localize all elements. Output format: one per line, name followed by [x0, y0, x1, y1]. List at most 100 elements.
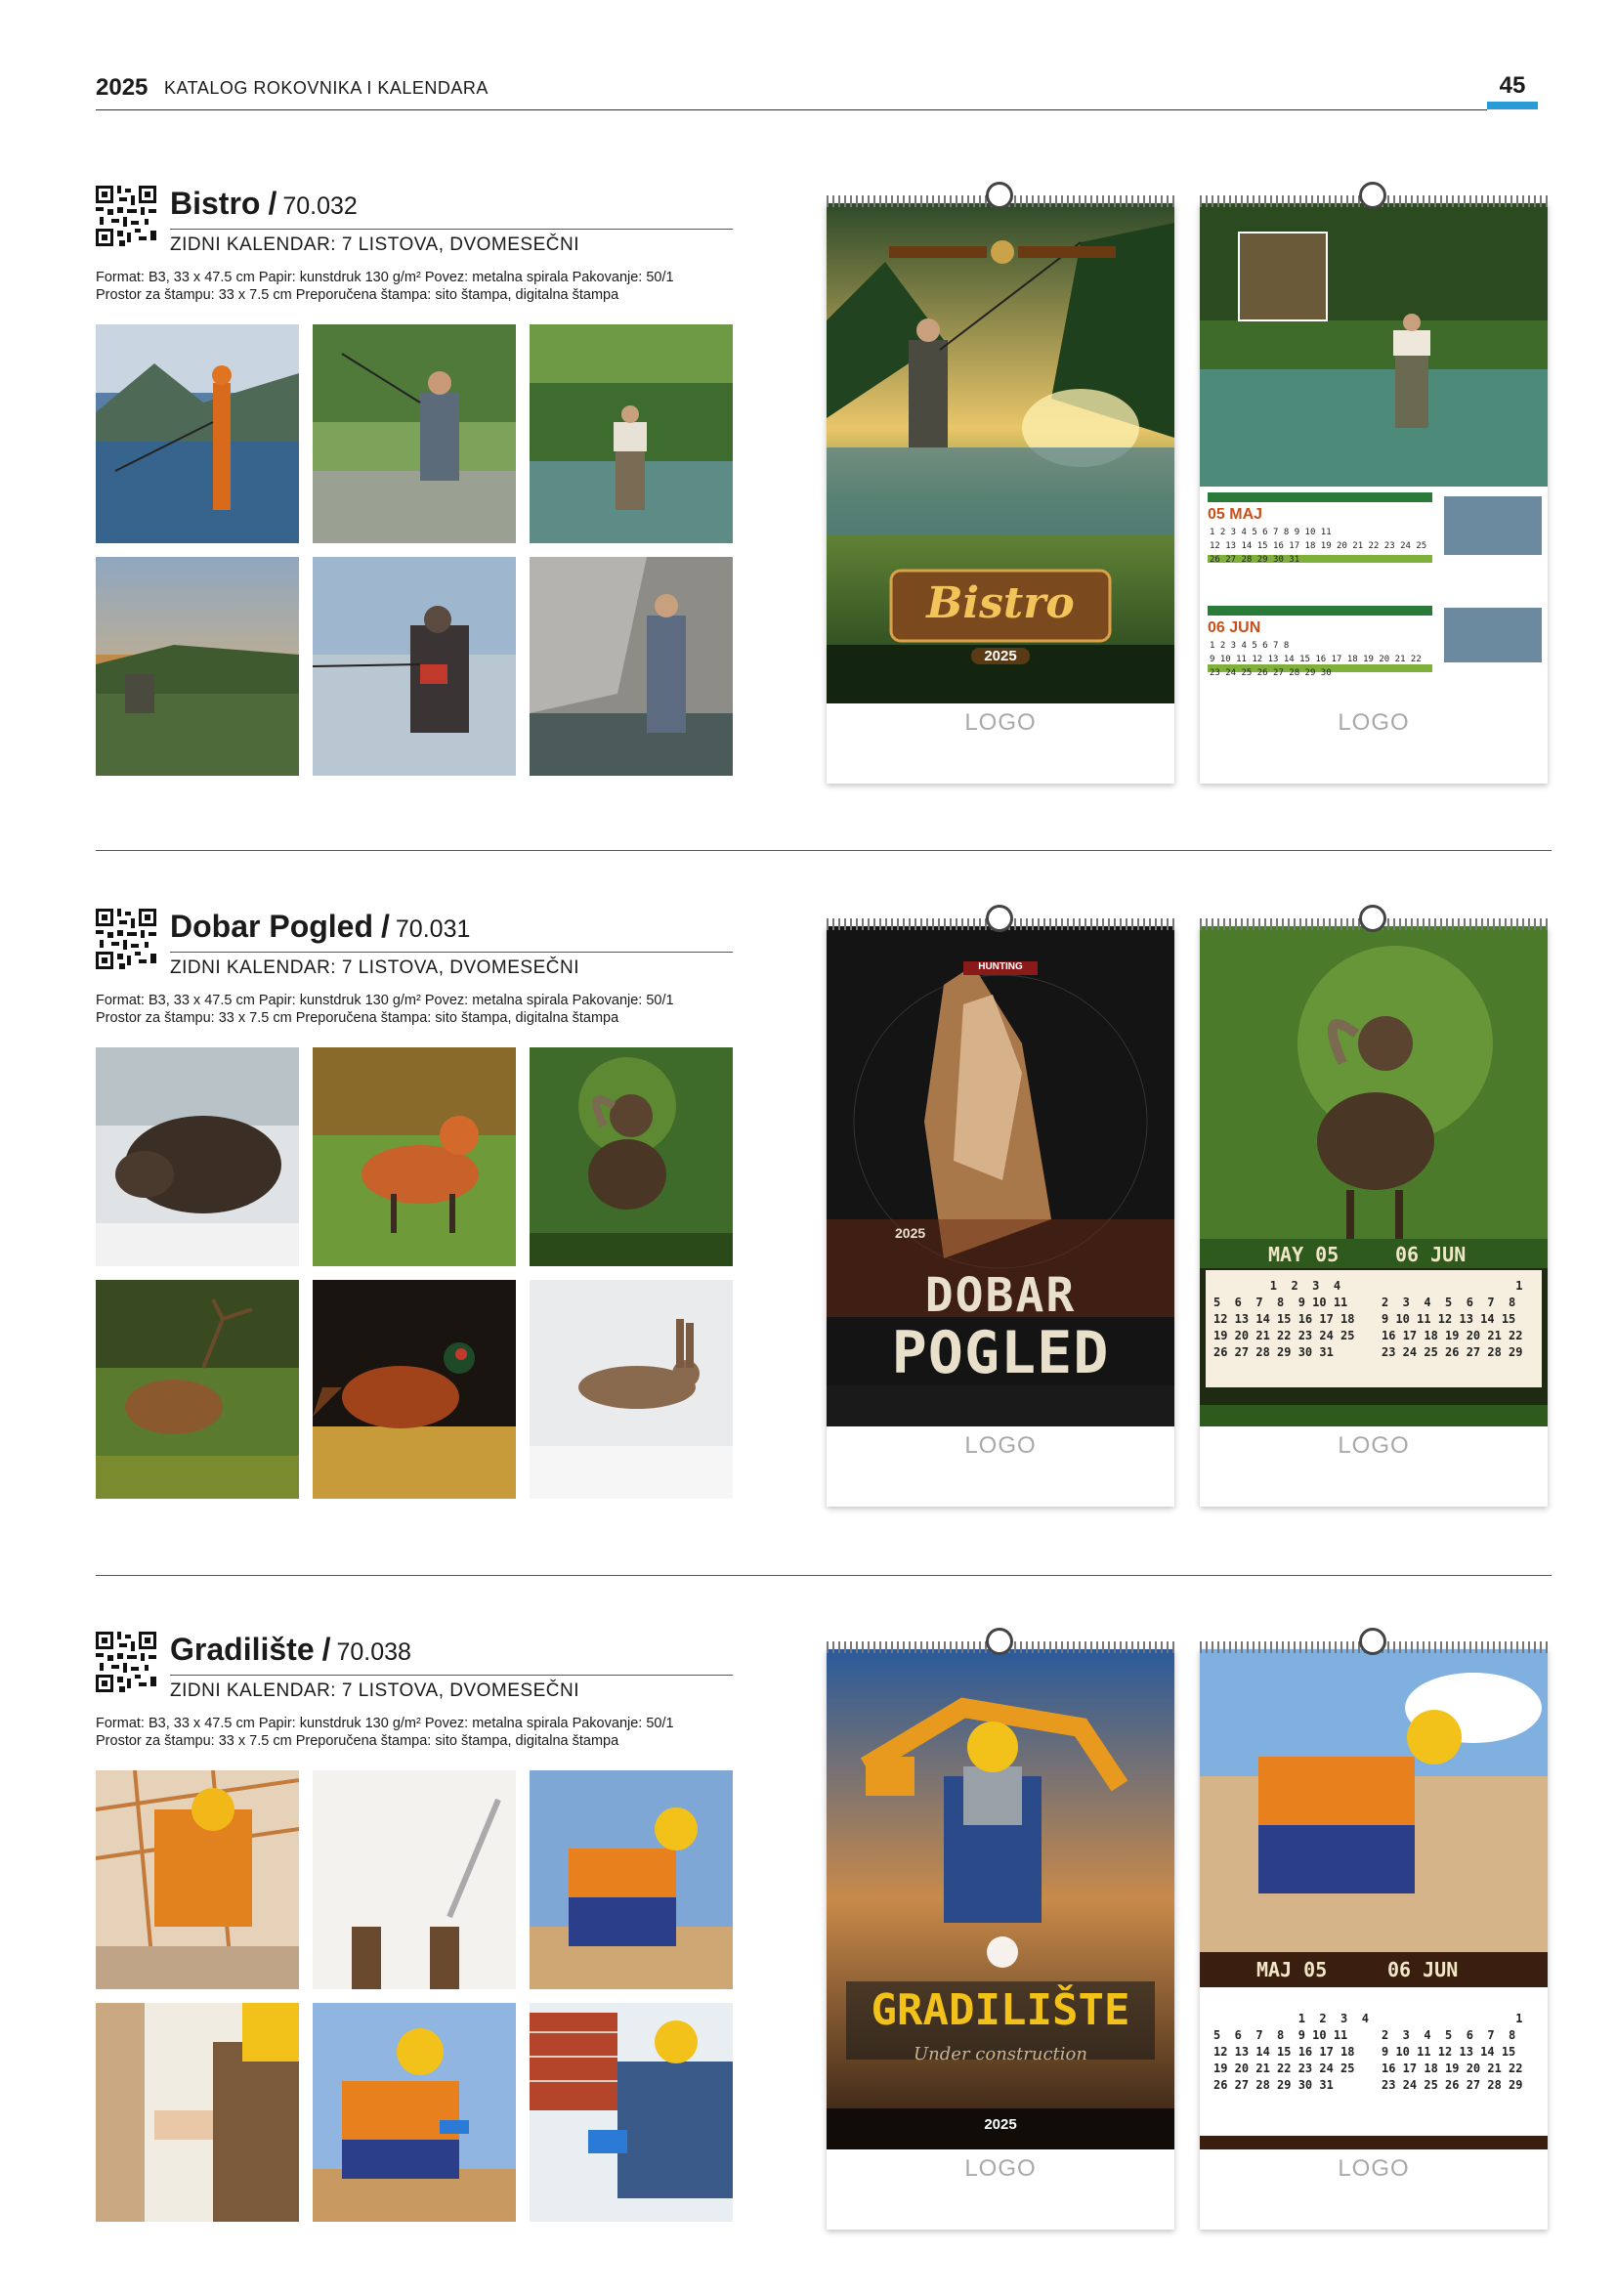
- product-gradiliste: Gradilište/70.038 ZIDNI KALENDAR: 7 LIST…: [0, 1628, 1616, 2296]
- month-label: 05 MAJ: [1208, 506, 1263, 523]
- product-title: Dobar Pogled/70.031: [170, 909, 470, 948]
- thumbnail-photo: [96, 324, 299, 543]
- logo-print-area: LOGO: [1338, 709, 1410, 736]
- thumbnail-photo: [313, 324, 516, 543]
- spec-line-1: Format: B3, 33 x 47.5 cm Papir: kunstdru…: [96, 1716, 674, 1731]
- header-title: KATALOG ROKOVNIKA I KALENDARA: [164, 78, 489, 98]
- logo-print-area: LOGO: [1338, 1432, 1410, 1459]
- title-slash: /: [268, 186, 277, 221]
- title-rule: [170, 952, 733, 953]
- page-number-accent: [1487, 102, 1538, 109]
- thumbnail-photo: [313, 1047, 516, 1266]
- thumbnail-photo: [313, 1770, 516, 1989]
- hanger-ring: [986, 182, 1013, 209]
- product-code: 70.038: [336, 1638, 411, 1666]
- qr-code[interactable]: [96, 909, 156, 969]
- section-divider: [96, 1575, 1552, 1576]
- thumbnail-photo: [530, 1770, 733, 1989]
- thumbnail-photo: [530, 1047, 733, 1266]
- product-code: 70.031: [395, 915, 471, 943]
- logo-print-area: LOGO: [964, 1432, 1037, 1459]
- thumbnail-photo: [96, 1280, 299, 1499]
- page-number: 45: [1499, 72, 1526, 99]
- qr-code[interactable]: [96, 186, 156, 246]
- cover-year: 2025: [984, 2116, 1017, 2133]
- thumbnail-photo: [530, 324, 733, 543]
- product-type: ZIDNI KALENDAR: 7 LISTOVA, DVOMESEČNI: [170, 1680, 580, 1701]
- month-label: 06 JUN: [1387, 1958, 1459, 1981]
- hanger-ring: [986, 905, 1013, 932]
- cover-top-label: HUNTING: [978, 961, 1023, 972]
- thumbnail-photo: [96, 557, 299, 776]
- product-title: Bistro/70.032: [170, 186, 358, 225]
- thumbnail-photo: [530, 557, 733, 776]
- spec-line-2: Prostor za štampu: 33 x 7.5 cm Preporuče…: [96, 1733, 619, 1749]
- header-year: 2025: [96, 74, 149, 101]
- spec-line-1: Format: B3, 33 x 47.5 cm Papir: kunstdru…: [96, 270, 674, 285]
- month-label: MAJ 05: [1256, 1958, 1328, 1981]
- calendar-cover-preview: Bistro 2025 LOGO: [827, 182, 1174, 784]
- cover-year: 2025: [971, 648, 1030, 664]
- thumbnail-photo: [96, 2003, 299, 2222]
- calendar-cover-preview: GRADILIŠTE Under construction 2025 LOGO: [827, 1628, 1174, 2230]
- product-bistro: Bistro/70.032 ZIDNI KALENDAR: 7 LISTOVA,…: [0, 182, 1616, 850]
- thumbnail-photo: [313, 1280, 516, 1499]
- spec-line-2: Prostor za štampu: 33 x 7.5 cm Preporuče…: [96, 1010, 619, 1026]
- section-divider: [96, 850, 1552, 851]
- cover-title: GRADILIŠTE: [871, 1985, 1130, 2035]
- title-rule: [170, 1675, 733, 1676]
- product-dobar-pogled: Dobar Pogled/70.031 ZIDNI KALENDAR: 7 LI…: [0, 905, 1616, 1573]
- month-header: MAJ 05 06 JUN: [1200, 1956, 1548, 1983]
- product-name: Bistro: [170, 186, 261, 221]
- hanger-ring: [1359, 182, 1386, 209]
- calendar-cover-image: Bistro 2025: [827, 203, 1174, 703]
- title-rule: [170, 229, 733, 230]
- title-slash: /: [381, 909, 390, 944]
- page-header: 2025 KATALOG ROKOVNIKA I KALENDARA: [96, 72, 1487, 110]
- cover-title: Bistro: [926, 578, 1075, 628]
- hanger-ring: [1359, 905, 1386, 932]
- logo-print-area: LOGO: [964, 709, 1037, 736]
- thumbnail-photo: [530, 1280, 733, 1499]
- calendar-cover-image: HUNTING 2025 DOBAR POGLED: [827, 926, 1174, 1426]
- cover-year: 2025: [895, 1225, 926, 1241]
- month-label: 06 JUN: [1208, 619, 1261, 636]
- spec-line-1: Format: B3, 33 x 47.5 cm Papir: kunstdru…: [96, 993, 674, 1008]
- product-name: Gradilište: [170, 1632, 315, 1667]
- month-label: MAY 05: [1268, 1243, 1340, 1266]
- logo-print-area: LOGO: [1338, 2155, 1410, 2182]
- calendar-page-preview: 05 MAJ 06 JUN 1 2 3 4 5 6 7 8 9 10 11 12 …: [1200, 182, 1548, 784]
- month-days: 1 2 3 4 5 6 7 8 9 10 11 12 13 14 15 16 17…: [1210, 528, 1427, 565]
- product-title: Gradilište/70.038: [170, 1632, 411, 1671]
- hanger-ring: [986, 1628, 1013, 1655]
- cover-subtitle: Under construction: [914, 2044, 1087, 2064]
- cover-title-line-1: DOBAR: [924, 1268, 1077, 1323]
- product-name: Dobar Pogled: [170, 909, 374, 944]
- logo-print-area: LOGO: [964, 2155, 1037, 2182]
- cover-title-line-2: POGLED: [891, 1319, 1110, 1387]
- spec-line-2: Prostor za štampu: 33 x 7.5 cm Preporuče…: [96, 287, 619, 303]
- month-label: 06 JUN: [1395, 1243, 1467, 1266]
- thumbnail-photo: [313, 557, 516, 776]
- calendar-cover-image: GRADILIŠTE Under construction 2025: [827, 1649, 1174, 2149]
- product-type: ZIDNI KALENDAR: 7 LISTOVA, DVOMESEČNI: [170, 957, 580, 978]
- calendar-page-image: 05 MAJ 06 JUN 1 2 3 4 5 6 7 8 9 10 11 12 …: [1200, 203, 1548, 703]
- thumbnail-photo: [313, 2003, 516, 2222]
- month-header: MAY 05 06 JUN: [1200, 1241, 1548, 1268]
- product-type: ZIDNI KALENDAR: 7 LISTOVA, DVOMESEČNI: [170, 234, 580, 255]
- thumbnail-photo: [96, 1770, 299, 1989]
- calendar-cover-preview: HUNTING 2025 DOBAR POGLED LOGO: [827, 905, 1174, 1507]
- title-slash: /: [321, 1632, 331, 1667]
- thumbnail-photo: [96, 1047, 299, 1266]
- thumbnail-photo: [530, 2003, 733, 2222]
- qr-code[interactable]: [96, 1632, 156, 1692]
